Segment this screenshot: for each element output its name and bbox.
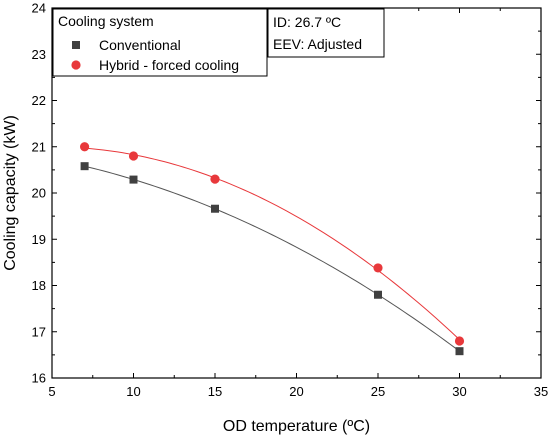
- y-tick-label: 16: [32, 371, 46, 386]
- fit-curves: [84, 147, 460, 352]
- data-point-series-0: [374, 290, 382, 299]
- legend-entries: Conventional Hybrid - forced cooling: [71, 37, 239, 73]
- data-point-series-0: [129, 175, 138, 184]
- plot-frame: [51, 7, 542, 379]
- data-point-series-1: [128, 151, 139, 161]
- data-point-series-0: [80, 162, 89, 171]
- data-point-series-1: [373, 263, 383, 273]
- x-tick-label: 20: [289, 384, 303, 399]
- legend-marker-series-0: [72, 41, 80, 49]
- y-tick-label: 20: [32, 186, 46, 201]
- legend-title: Cooling system: [58, 13, 154, 29]
- y-tick-label: 18: [32, 278, 46, 293]
- data-points: [80, 142, 465, 356]
- data-point-series-0: [455, 347, 464, 356]
- y-tick-label: 21: [32, 139, 46, 154]
- info-eev-setting: EEV: Adjusted: [273, 36, 362, 52]
- data-point-series-1: [80, 142, 90, 152]
- x-tick-label: 30: [452, 384, 466, 399]
- fit-line-series-0: [84, 165, 460, 352]
- data-point-series-0: [211, 204, 219, 213]
- x-axis-title: OD temperature (ºC): [223, 418, 370, 435]
- y-tick-label: 19: [32, 232, 46, 247]
- x-tick-label: 10: [126, 384, 140, 399]
- fit-line-series-1: [84, 147, 460, 341]
- legend-marker-series-1: [71, 60, 81, 70]
- legend-label-series-1: Hybrid - forced cooling: [99, 57, 239, 73]
- x-tick-label: 25: [371, 384, 385, 399]
- y-axis-title: Cooling capacity (kW): [2, 115, 19, 271]
- x-tick-label: 5: [48, 384, 55, 399]
- y-tick-label: 17: [32, 324, 46, 339]
- x-tick-label: 15: [208, 384, 222, 399]
- y-tick-label: 24: [32, 1, 46, 16]
- legend-label-series-0: Conventional: [99, 37, 181, 53]
- y-tick-label: 23: [32, 47, 46, 62]
- legend-box: [52, 8, 268, 77]
- x-tick-label: 35: [534, 384, 548, 399]
- legend: Cooling system Conventional Hybrid - forc…: [52, 8, 268, 77]
- data-point-series-1: [210, 174, 220, 184]
- info-box: [267, 8, 385, 58]
- info-annotation: ID: 26.7 ºC EEV: Adjusted: [267, 8, 385, 58]
- y-tick-label: 22: [32, 93, 46, 108]
- data-point-series-1: [454, 336, 465, 346]
- info-id-temperature: ID: 26.7 ºC: [273, 14, 341, 30]
